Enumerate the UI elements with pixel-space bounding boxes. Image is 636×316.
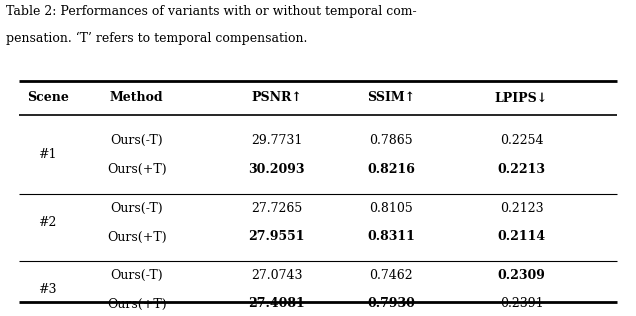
Text: pensation. ‘T’ refers to temporal compensation.: pensation. ‘T’ refers to temporal compen… bbox=[6, 32, 308, 45]
Text: #2: #2 bbox=[39, 216, 57, 229]
Text: 29.7731: 29.7731 bbox=[251, 134, 302, 147]
Text: 0.2123: 0.2123 bbox=[500, 202, 543, 215]
Text: 0.8105: 0.8105 bbox=[370, 202, 413, 215]
Text: 0.2309: 0.2309 bbox=[497, 269, 546, 282]
Text: 0.7865: 0.7865 bbox=[370, 134, 413, 147]
Text: 0.7462: 0.7462 bbox=[370, 269, 413, 282]
Text: Ours(+T): Ours(+T) bbox=[107, 297, 167, 311]
Text: 27.4081: 27.4081 bbox=[248, 297, 305, 311]
Text: 27.9551: 27.9551 bbox=[249, 230, 305, 244]
Text: Ours(+T): Ours(+T) bbox=[107, 162, 167, 176]
Text: Table 2: Performances of variants with or without temporal com-: Table 2: Performances of variants with o… bbox=[6, 5, 417, 18]
Text: Ours(-T): Ours(-T) bbox=[111, 269, 163, 282]
Text: Ours(+T): Ours(+T) bbox=[107, 230, 167, 244]
Text: 30.2093: 30.2093 bbox=[249, 162, 305, 176]
Text: 0.2213: 0.2213 bbox=[497, 162, 546, 176]
Text: 0.8216: 0.8216 bbox=[367, 162, 415, 176]
Text: 0.2391: 0.2391 bbox=[500, 297, 543, 311]
Text: SSIM↑: SSIM↑ bbox=[367, 91, 415, 105]
Text: Ours(-T): Ours(-T) bbox=[111, 202, 163, 215]
Text: PSNR↑: PSNR↑ bbox=[251, 91, 302, 105]
Text: 0.2254: 0.2254 bbox=[500, 134, 543, 147]
Text: 0.8311: 0.8311 bbox=[367, 230, 415, 244]
Text: 27.7265: 27.7265 bbox=[251, 202, 302, 215]
Text: 0.7930: 0.7930 bbox=[367, 297, 415, 311]
Text: LPIPS↓: LPIPS↓ bbox=[495, 91, 548, 105]
Text: 0.2114: 0.2114 bbox=[497, 230, 546, 244]
Text: 27.0743: 27.0743 bbox=[251, 269, 302, 282]
Text: #3: #3 bbox=[38, 283, 57, 296]
Text: Scene: Scene bbox=[27, 91, 69, 105]
Text: #1: #1 bbox=[38, 148, 57, 161]
Text: Ours(-T): Ours(-T) bbox=[111, 134, 163, 147]
Text: Method: Method bbox=[110, 91, 163, 105]
